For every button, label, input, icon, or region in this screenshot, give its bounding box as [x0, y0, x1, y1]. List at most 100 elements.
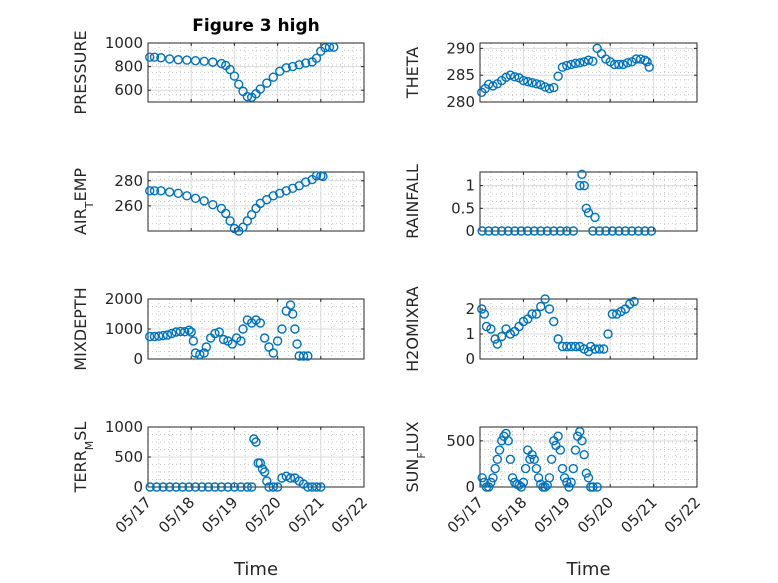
- data-point: [510, 226, 520, 236]
- data-point: [562, 226, 572, 236]
- y-tick-label: 2000: [105, 290, 143, 308]
- data-point: [264, 342, 274, 352]
- data-point: [646, 226, 657, 236]
- data-point: [483, 226, 494, 236]
- data-point: [477, 226, 487, 236]
- y-tick-label: 0: [133, 350, 143, 368]
- data-point: [149, 52, 160, 62]
- y-axis-label: THETA: [403, 47, 422, 99]
- data-point: [527, 449, 537, 460]
- data-point: [579, 57, 589, 67]
- data-point: [488, 81, 498, 91]
- data-point: [311, 482, 322, 492]
- data-point: [225, 216, 235, 226]
- data-point: [311, 171, 322, 181]
- subplot-6: 0 1 2 H2OMIXRA: [403, 286, 698, 372]
- data-point: [246, 482, 257, 492]
- data-point: [494, 445, 505, 455]
- data-point: [540, 294, 550, 304]
- data-point: [614, 59, 624, 70]
- data-point: [562, 477, 572, 488]
- data-point: [242, 216, 253, 226]
- data-point: [492, 339, 503, 349]
- data-point: [154, 331, 164, 341]
- data-point: [262, 78, 272, 88]
- data-point: [190, 482, 201, 492]
- data-point: [607, 226, 618, 236]
- data-point: [598, 344, 609, 354]
- y-tick-label: 2: [465, 300, 475, 318]
- data-point: [180, 327, 190, 337]
- data-point: [208, 199, 218, 210]
- data-point: [197, 482, 207, 492]
- data-point: [268, 72, 278, 82]
- y-tick-label: 0: [465, 478, 475, 496]
- data-point: [251, 437, 261, 447]
- y-tick-label: 0.5: [451, 199, 475, 217]
- data-point: [156, 186, 166, 196]
- data-point: [208, 57, 218, 67]
- data-point: [607, 309, 618, 319]
- data-point: [311, 53, 322, 64]
- y-axis-label: MIXDEPTH: [71, 287, 90, 370]
- data-point: [544, 473, 555, 483]
- axes-frame: [479, 42, 698, 103]
- data-point: [631, 54, 641, 64]
- x-axis-label: Time: [233, 559, 278, 580]
- data-point: [629, 296, 639, 307]
- data-point: [203, 482, 214, 492]
- y-tick-label: 280: [114, 172, 143, 190]
- data-point: [199, 56, 209, 66]
- data-point: [486, 324, 496, 334]
- data-point: [594, 226, 605, 236]
- data-point: [523, 76, 533, 87]
- data-point: [477, 473, 487, 483]
- x-tick-label: 05/18: [155, 493, 198, 536]
- data-point: [533, 473, 544, 483]
- y-tick-label: 0: [133, 478, 143, 496]
- data-point: [564, 482, 574, 492]
- data-point: [583, 473, 594, 483]
- data-point: [162, 330, 173, 340]
- data-point: [505, 454, 516, 465]
- x-axis-label: Time: [565, 559, 610, 580]
- data-point: [171, 482, 181, 492]
- data-point: [223, 482, 233, 492]
- data-point: [516, 482, 526, 492]
- data-point: [288, 61, 298, 72]
- axes-frame: [147, 171, 365, 232]
- data-point: [590, 212, 600, 223]
- data-point: [557, 62, 568, 72]
- data-point: [553, 334, 563, 344]
- y-axis-label: AIRTEMP: [71, 168, 96, 235]
- data-point: [164, 187, 175, 197]
- data-point: [566, 59, 576, 70]
- y-tick-label: 1: [465, 177, 475, 195]
- data-point: [531, 79, 542, 89]
- data-point: [255, 318, 266, 328]
- data-point: [566, 477, 576, 488]
- subplot-1: 600 800 1000 PRESSURE Figure 3 high: [71, 16, 365, 115]
- data-point: [190, 193, 201, 204]
- data-point: [151, 482, 162, 492]
- y-tick-label: 0: [465, 222, 475, 240]
- x-tick-label: 05/17: [444, 493, 487, 536]
- data-point: [536, 301, 546, 312]
- y-axis-label: SUNFLUX: [403, 421, 428, 492]
- data-point: [536, 226, 546, 236]
- data-point: [268, 482, 278, 492]
- data-point: [562, 60, 572, 71]
- data-point: [633, 226, 644, 236]
- data-point: [182, 55, 192, 65]
- data-point: [145, 186, 155, 196]
- data-point: [640, 55, 650, 65]
- data-point: [503, 226, 513, 236]
- data-point: [149, 186, 160, 196]
- data-point: [227, 339, 237, 349]
- data-point: [238, 222, 248, 232]
- data-point: [594, 344, 605, 354]
- data-point: [527, 77, 537, 88]
- data-point: [145, 482, 155, 492]
- data-point: [596, 49, 607, 59]
- data-point: [542, 226, 552, 236]
